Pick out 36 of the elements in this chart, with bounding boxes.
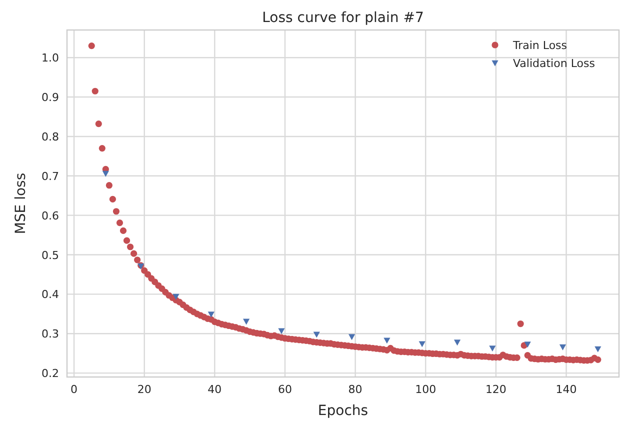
x-tick-label: 100 [415, 383, 436, 396]
y-tick-label: 0.7 [42, 170, 59, 183]
y-axis-title: MSE loss [13, 172, 29, 234]
x-tick-label: 20 [137, 383, 152, 396]
point [489, 346, 496, 352]
point [559, 344, 566, 350]
x-tick-label: 60 [278, 383, 292, 396]
y-tick-label: 0.6 [42, 209, 59, 222]
x-tick-label: 140 [556, 383, 577, 396]
x-tick-label: 120 [485, 383, 506, 396]
y-tick-label: 0.4 [42, 288, 59, 302]
x-tick-label: 40 [208, 383, 222, 396]
x-tick-label: 0 [70, 383, 78, 396]
chart-title: Loss curve for plain #7 [262, 10, 424, 26]
y-tick-label: 0.8 [42, 130, 59, 144]
point [454, 340, 461, 346]
point [524, 342, 531, 348]
point [418, 341, 426, 348]
point [384, 338, 390, 344]
point [594, 346, 602, 352]
point [348, 334, 356, 340]
point [208, 312, 214, 318]
y-tick-label: 0.3 [42, 328, 59, 341]
legend-label: Validation Loss [513, 57, 596, 70]
point [243, 318, 250, 325]
point [313, 332, 320, 338]
x-axis-title: Epochs [318, 403, 368, 419]
point [102, 170, 109, 177]
y-tick-label: 1.0 [42, 52, 59, 65]
y-tick-label: 0.2 [42, 367, 59, 380]
point [278, 328, 285, 334]
legend-label: Train Loss [512, 39, 568, 52]
x-tick-label: 80 [348, 383, 362, 396]
y-tick-label: 0.5 [42, 248, 59, 262]
y-tick-label: 0.9 [42, 91, 59, 104]
point [172, 294, 180, 300]
